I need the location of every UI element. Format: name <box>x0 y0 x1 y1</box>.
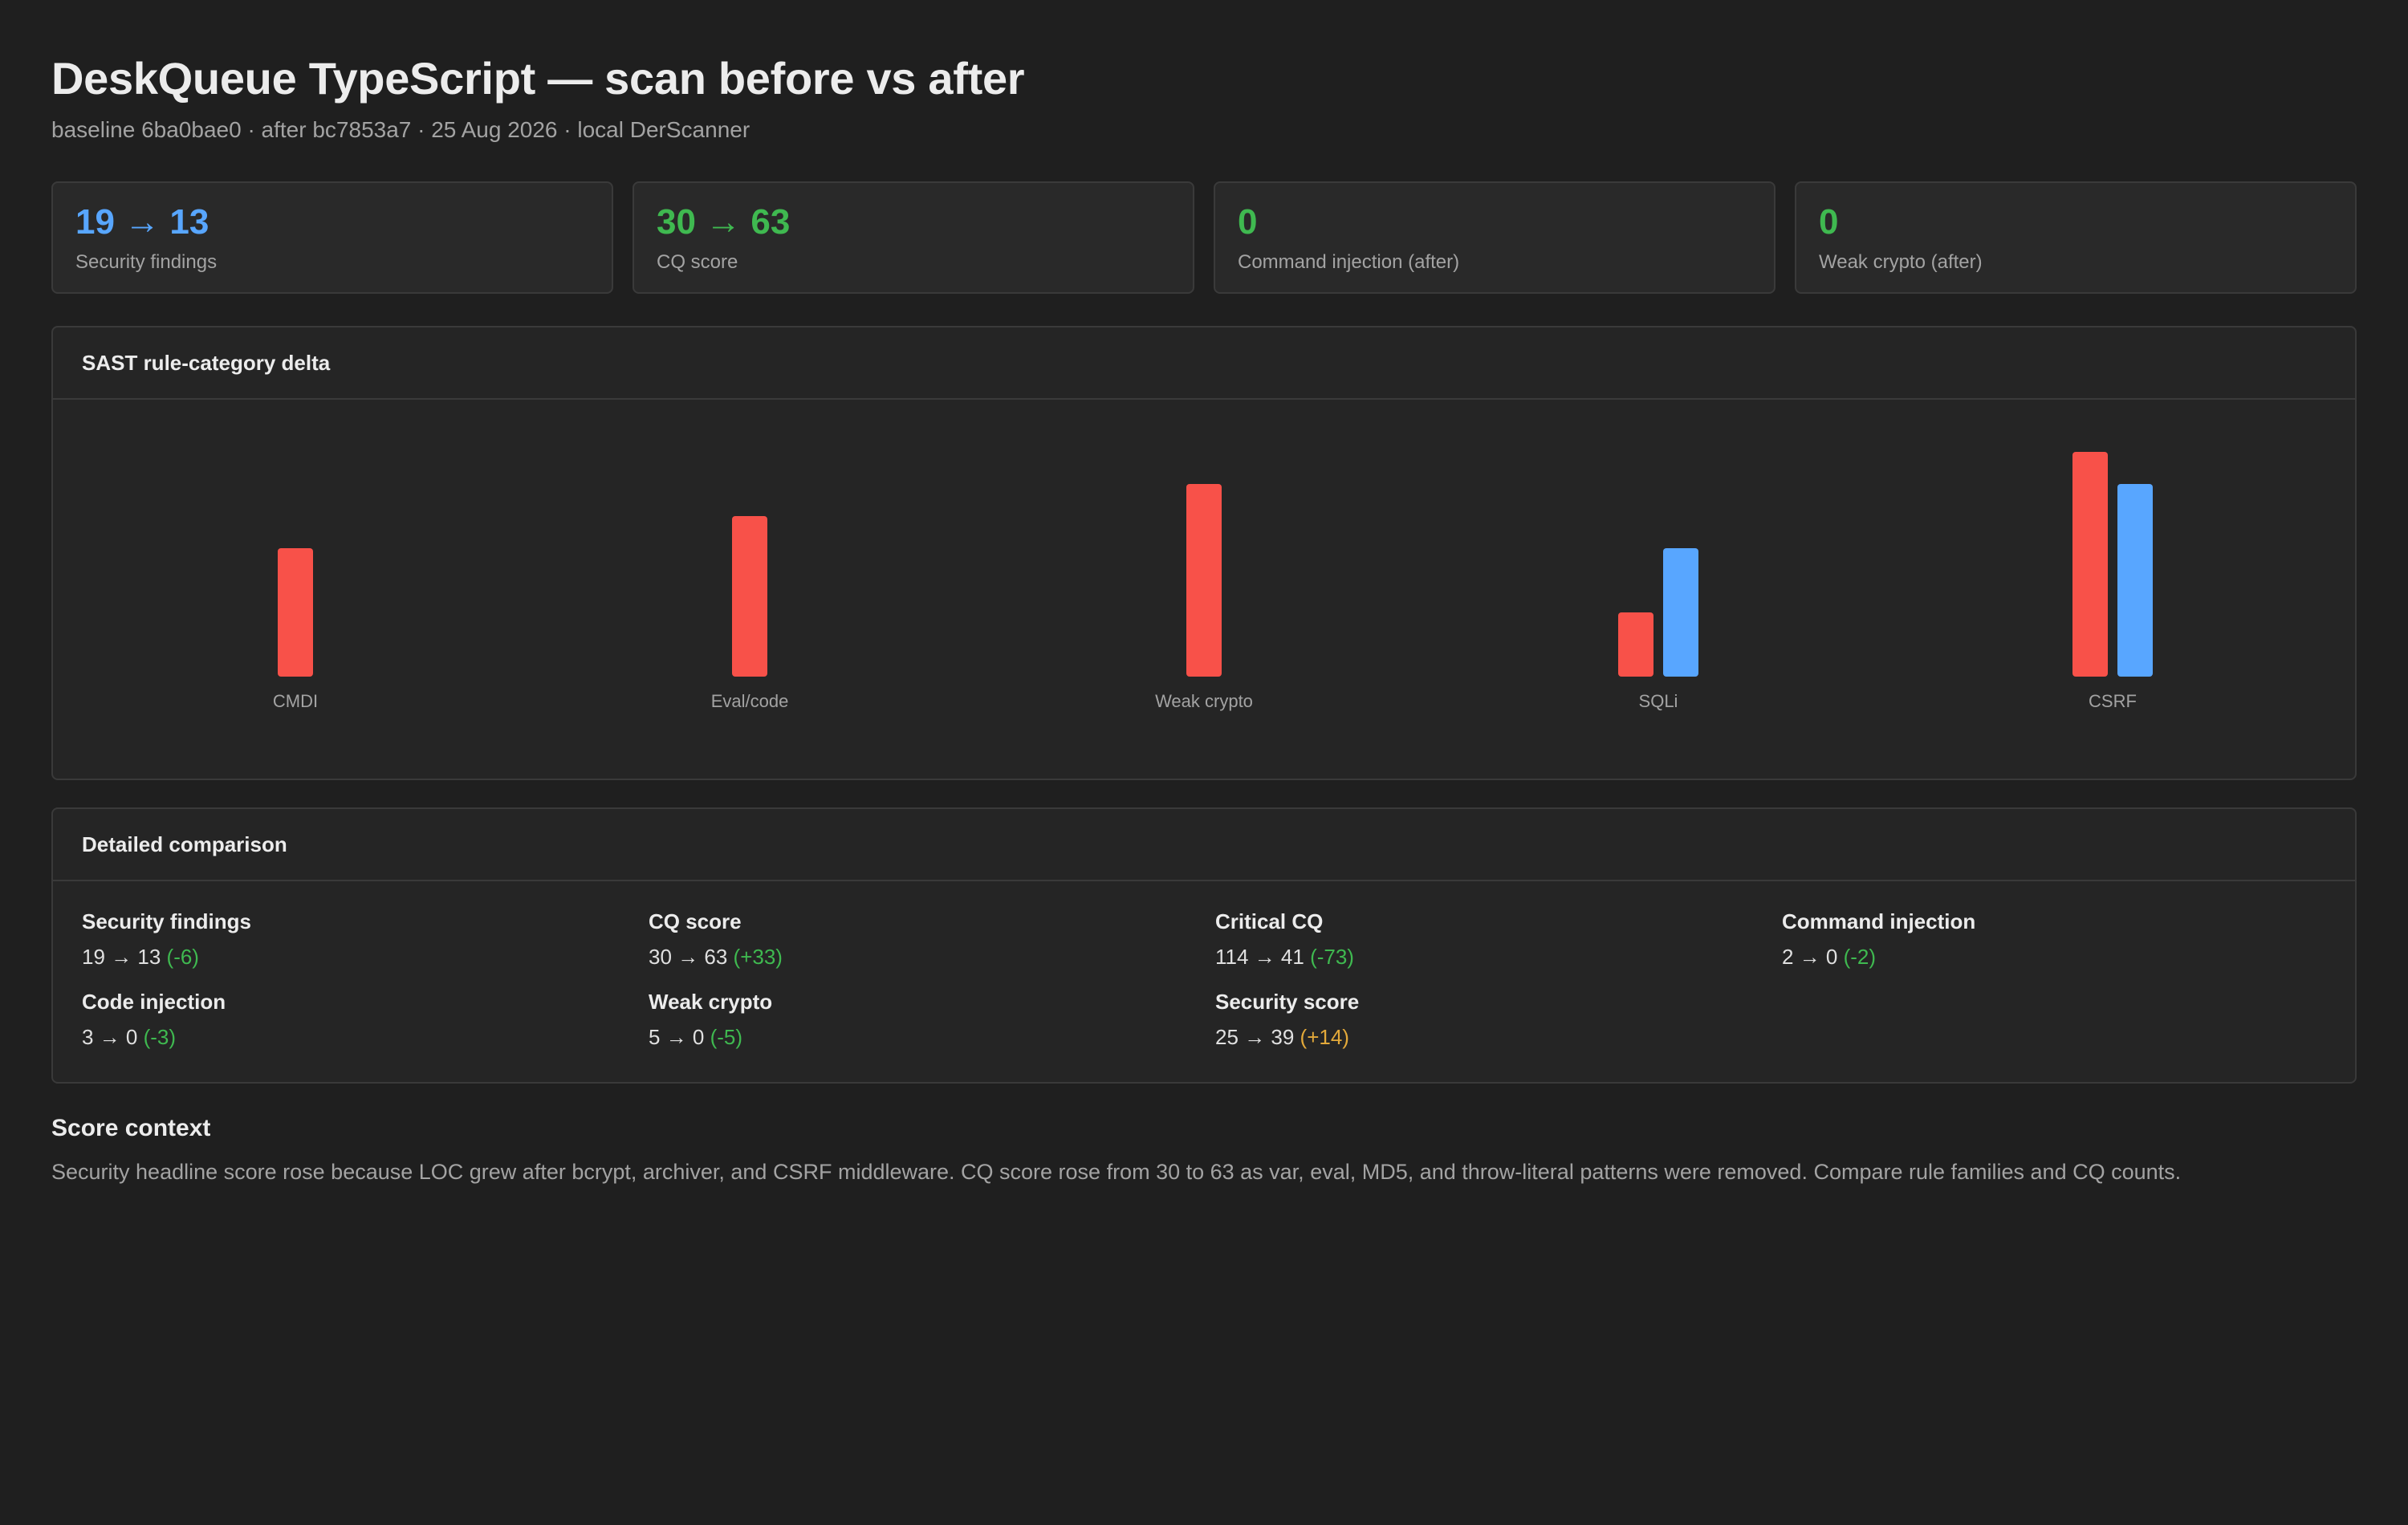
detail-delta: (-73) <box>1310 945 1354 969</box>
bar-eval-code-s0 <box>732 516 767 677</box>
scan-metadata: baseline 6ba0bae0 · after bc7853a7 · 25 … <box>51 117 750 142</box>
detail-value-line: 114 → 41 (-73) <box>1215 944 1782 970</box>
detail-item: Critical CQ 114 → 41 (-73) <box>1215 909 1782 970</box>
detail-value: 19 → 13 <box>82 945 161 969</box>
bar-csrf-s1 <box>2117 484 2153 677</box>
kpi-row: 19 → 13 Security findings 30 → 63 CQ sco… <box>51 181 2357 294</box>
detail-grid: Security findings 19 → 13 (-6) CQ score 30 … <box>53 881 2355 1050</box>
detail-value-line: 19 → 13 (-6) <box>82 944 649 970</box>
rule-category-bar-chart: CMDI Eval/code Weak crypto SQLi CSRF <box>273 452 2153 711</box>
kpi-value: 30 → 63 <box>657 202 791 242</box>
x-tick-label: Weak crypto <box>1155 691 1253 711</box>
detail-value-line: 25 → 39 (+14) <box>1215 1024 1782 1050</box>
detail-delta: (-3) <box>143 1025 177 1049</box>
detail-delta: (+14) <box>1300 1025 1349 1049</box>
detail-item: Security findings 19 → 13 (-6) <box>82 909 649 970</box>
detail-value: 2 → 0 <box>1782 945 1838 969</box>
bar-cmdi-s0 <box>278 548 313 677</box>
detail-value: 3 → 0 <box>82 1025 138 1049</box>
chart-panel-title: SAST rule-category delta <box>53 327 2355 400</box>
detail-delta: (-5) <box>710 1025 743 1049</box>
x-tick-label: CMDI <box>273 691 318 711</box>
bar-sqli-s0 <box>1618 612 1653 677</box>
x-tick-label: Eval/code <box>711 691 789 711</box>
detail-value: 30 → 63 <box>649 945 728 969</box>
detail-label: Security score <box>1215 990 1360 1014</box>
chart-panel: SAST rule-category delta CMDI Eval/code We… <box>51 326 2357 780</box>
kpi-label: Weak crypto (after) <box>1819 251 1983 273</box>
bar-sqli-s1 <box>1663 548 1698 677</box>
bar-weak-crypto-s0 <box>1186 484 1222 677</box>
detail-item: CQ score 30 → 63 (+33) <box>649 909 1215 970</box>
detail-label: CQ score <box>649 909 742 933</box>
page-title: DeskQueue TypeScript — scan before vs af… <box>51 53 1025 104</box>
report-page: DeskQueue TypeScript — scan before vs af… <box>51 51 2357 1186</box>
x-tick-label: CSRF <box>2089 691 2137 711</box>
kpi-value: 0 <box>1238 202 1258 242</box>
detail-item: Security score 25 → 39 (+14) <box>1215 989 1782 1050</box>
detail-label: Weak crypto <box>649 990 773 1014</box>
detail-label: Security findings <box>82 909 251 933</box>
kpi-label: CQ score <box>657 251 738 273</box>
detail-item: Code injection 3 → 0 (-3) <box>82 989 649 1050</box>
detail-delta: (-6) <box>166 945 199 969</box>
bar-csrf-s0 <box>2072 452 2108 677</box>
detail-item: Command injection 2 → 0 (-2) <box>1782 909 2349 970</box>
score-context-heading: Score context <box>51 1115 211 1141</box>
detail-panel: Detailed comparison Security findings 19 … <box>51 807 2357 1084</box>
score-context-text: Security headline score rose because LOC… <box>51 1160 2182 1184</box>
kpi-card-weak-crypto: 0 Weak crypto (after) <box>1795 181 2357 294</box>
detail-value-line: 5 → 0 (-5) <box>649 1024 1215 1050</box>
detail-value: 25 → 39 <box>1215 1025 1295 1049</box>
detail-delta: (-2) <box>1843 945 1877 969</box>
detail-value-line: 3 → 0 (-3) <box>82 1024 649 1050</box>
detail-label: Critical CQ <box>1215 909 1324 933</box>
kpi-card-security-findings: 19 → 13 Security findings <box>51 181 613 294</box>
x-tick-label: SQLi <box>1639 691 1678 711</box>
detail-value: 114 → 41 <box>1215 945 1304 969</box>
kpi-value: 0 <box>1819 202 1839 242</box>
detail-delta: (+33) <box>733 945 783 969</box>
detail-value-line: 2 → 0 (-2) <box>1782 944 2349 970</box>
kpi-card-cq-score: 30 → 63 CQ score <box>633 181 1194 294</box>
detail-value-line: 30 → 63 (+33) <box>649 944 1215 970</box>
kpi-label: Security findings <box>75 251 218 273</box>
kpi-value: 19 → 13 <box>75 202 209 242</box>
detail-value: 5 → 0 <box>649 1025 705 1049</box>
detail-item: Weak crypto 5 → 0 (-5) <box>649 989 1215 1050</box>
detail-label: Code injection <box>82 990 226 1014</box>
kpi-label: Command injection (after) <box>1238 251 1460 273</box>
kpi-card-command-injection: 0 Command injection (after) <box>1214 181 1775 294</box>
detail-label: Command injection <box>1782 909 1976 933</box>
detail-panel-title: Detailed comparison <box>53 809 2355 881</box>
